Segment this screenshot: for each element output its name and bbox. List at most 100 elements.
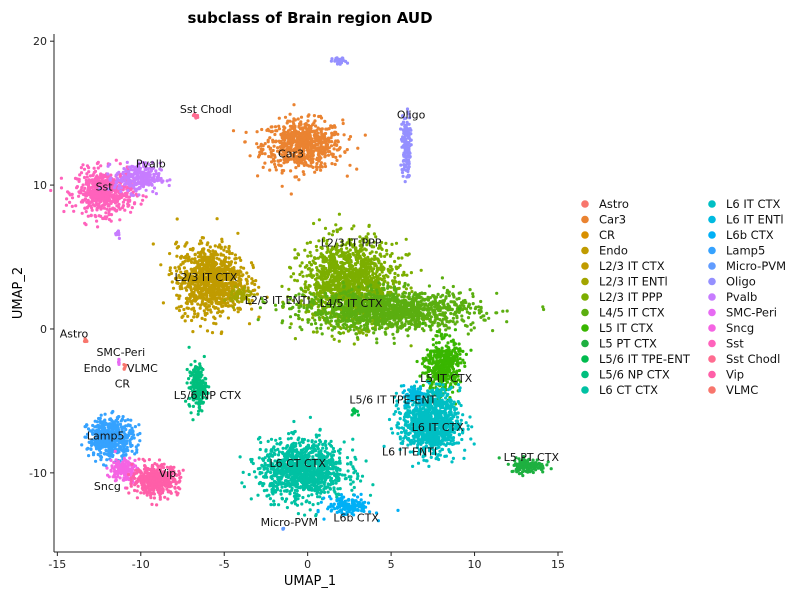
data-point	[188, 247, 192, 251]
data-point	[332, 256, 336, 260]
data-point	[315, 165, 319, 169]
data-point	[208, 245, 212, 249]
data-point	[292, 103, 296, 107]
data-point	[245, 279, 249, 283]
cluster-sst	[49, 158, 148, 229]
data-point	[214, 297, 218, 301]
data-point	[96, 225, 100, 229]
data-point	[307, 133, 312, 137]
data-point	[112, 186, 117, 190]
data-point	[297, 151, 301, 155]
data-point	[68, 200, 72, 204]
data-point	[335, 279, 339, 283]
data-point	[296, 142, 300, 146]
data-point	[185, 300, 189, 304]
data-point	[86, 180, 90, 184]
data-point	[175, 217, 179, 221]
data-point	[312, 114, 316, 118]
data-point	[141, 194, 145, 198]
data-point	[196, 115, 200, 119]
data-point	[302, 163, 306, 167]
data-point	[361, 273, 365, 277]
data-point	[289, 322, 293, 326]
data-point	[331, 229, 335, 233]
data-point	[307, 273, 311, 277]
data-point	[212, 321, 216, 325]
data-point	[223, 298, 227, 302]
data-point	[305, 144, 309, 148]
data-point	[282, 128, 286, 132]
data-point	[220, 284, 225, 288]
data-point	[305, 241, 309, 245]
data-point	[317, 269, 322, 273]
data-point	[323, 150, 327, 155]
data-point	[223, 245, 227, 249]
data-point	[240, 274, 244, 278]
data-point	[293, 278, 297, 282]
data-point	[201, 295, 206, 300]
data-point	[304, 289, 308, 294]
data-point	[280, 184, 284, 188]
data-point	[327, 232, 331, 236]
data-point	[471, 294, 475, 299]
data-point	[304, 123, 309, 127]
data-point	[84, 223, 88, 227]
data-point	[330, 133, 334, 137]
data-point	[381, 282, 385, 287]
data-point	[336, 132, 340, 136]
data-point	[372, 232, 376, 236]
data-point	[218, 314, 222, 318]
data-point	[236, 283, 240, 288]
data-point	[337, 212, 341, 216]
data-point	[179, 304, 183, 308]
data-point	[406, 334, 410, 338]
data-point	[294, 256, 299, 260]
cluster-sst-chodl	[191, 112, 200, 120]
data-point	[334, 155, 338, 159]
data-point	[409, 271, 413, 275]
data-point	[407, 165, 411, 169]
data-point	[230, 292, 234, 296]
data-point	[296, 146, 300, 150]
data-point	[108, 162, 112, 166]
data-point	[314, 244, 318, 249]
data-point	[388, 253, 393, 258]
data-point	[152, 174, 156, 178]
data-point	[289, 192, 293, 196]
data-point	[280, 284, 284, 288]
data-point	[289, 136, 293, 141]
data-point	[408, 144, 412, 148]
data-point	[200, 316, 204, 320]
data-point	[291, 272, 296, 276]
data-point	[353, 262, 357, 266]
data-point	[335, 158, 339, 162]
data-point	[150, 183, 154, 187]
data-point	[175, 306, 179, 310]
data-point	[206, 308, 210, 312]
data-point	[236, 310, 240, 314]
data-point	[204, 297, 209, 301]
data-point	[330, 152, 334, 156]
data-point	[207, 288, 211, 292]
data-point	[192, 315, 196, 319]
data-point	[209, 293, 213, 297]
data-point	[184, 242, 188, 246]
data-point	[317, 218, 321, 222]
data-point	[201, 286, 205, 290]
data-point	[126, 178, 130, 182]
data-point	[320, 332, 324, 336]
data-point	[90, 178, 94, 182]
data-point	[405, 158, 409, 162]
data-point	[293, 248, 297, 252]
data-point	[406, 141, 410, 145]
data-point	[193, 259, 197, 263]
data-point	[460, 318, 464, 322]
data-point	[351, 271, 355, 275]
data-point	[309, 254, 313, 258]
data-point	[167, 183, 171, 188]
data-point	[305, 163, 309, 167]
data-point	[238, 288, 242, 292]
data-point	[336, 270, 340, 274]
data-point	[403, 180, 407, 184]
